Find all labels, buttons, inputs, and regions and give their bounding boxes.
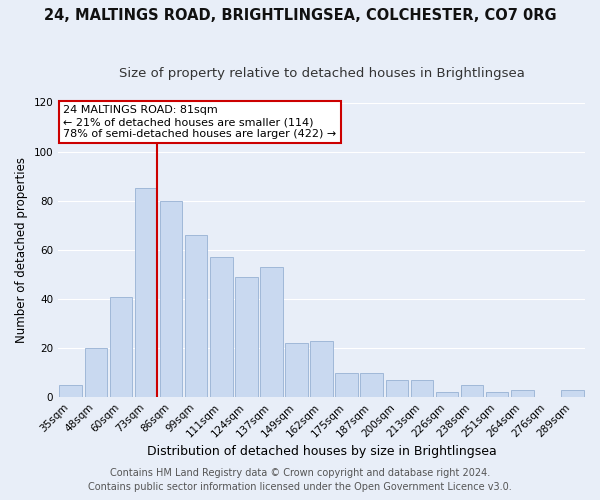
Bar bbox=[410, 380, 433, 397]
Bar bbox=[235, 277, 257, 397]
Bar bbox=[335, 372, 358, 397]
Bar bbox=[386, 380, 408, 397]
Bar bbox=[361, 372, 383, 397]
Bar bbox=[160, 200, 182, 397]
X-axis label: Distribution of detached houses by size in Brightlingsea: Distribution of detached houses by size … bbox=[147, 444, 496, 458]
Bar bbox=[511, 390, 533, 397]
Bar bbox=[561, 390, 584, 397]
Text: 24 MALTINGS ROAD: 81sqm
← 21% of detached houses are smaller (114)
78% of semi-d: 24 MALTINGS ROAD: 81sqm ← 21% of detache… bbox=[64, 106, 337, 138]
Bar bbox=[285, 343, 308, 397]
Bar bbox=[59, 385, 82, 397]
Bar bbox=[185, 235, 208, 397]
Text: Contains HM Land Registry data © Crown copyright and database right 2024.
Contai: Contains HM Land Registry data © Crown c… bbox=[88, 468, 512, 492]
Bar bbox=[310, 340, 333, 397]
Text: 24, MALTINGS ROAD, BRIGHTLINGSEA, COLCHESTER, CO7 0RG: 24, MALTINGS ROAD, BRIGHTLINGSEA, COLCHE… bbox=[44, 8, 556, 22]
Bar bbox=[210, 257, 233, 397]
Bar bbox=[486, 392, 508, 397]
Bar bbox=[110, 296, 132, 397]
Bar bbox=[436, 392, 458, 397]
Y-axis label: Number of detached properties: Number of detached properties bbox=[15, 157, 28, 343]
Bar bbox=[260, 267, 283, 397]
Bar bbox=[85, 348, 107, 397]
Title: Size of property relative to detached houses in Brightlingsea: Size of property relative to detached ho… bbox=[119, 68, 524, 80]
Bar bbox=[461, 385, 484, 397]
Bar bbox=[134, 188, 157, 397]
